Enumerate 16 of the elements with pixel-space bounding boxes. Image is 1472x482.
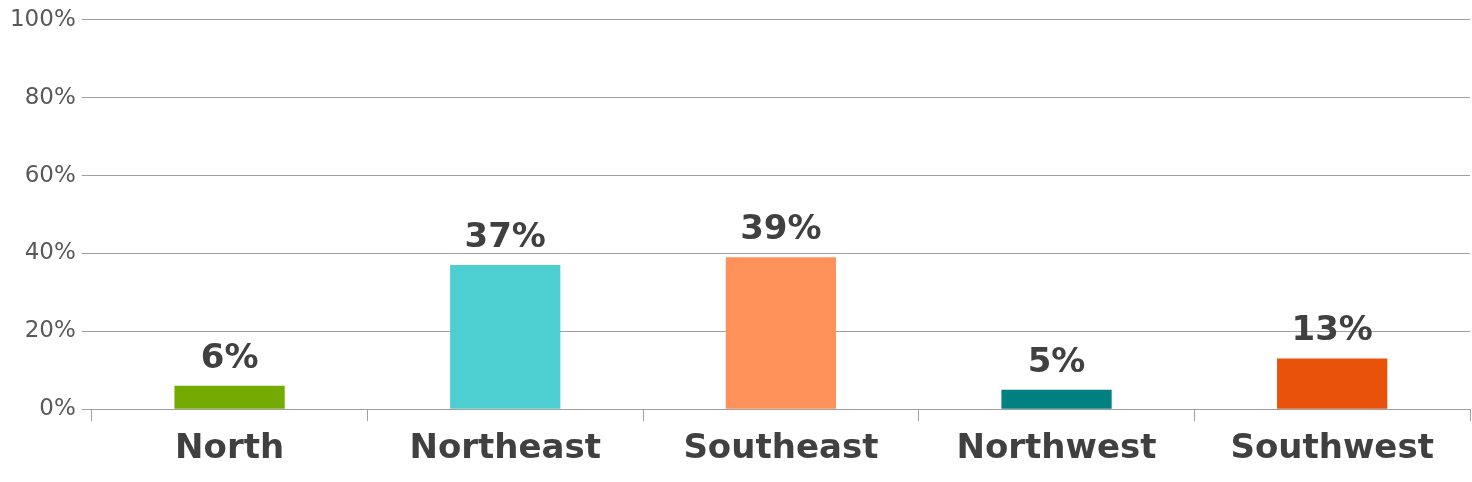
y-tick-label: 20% — [24, 316, 76, 343]
y-tick-label: 100% — [9, 4, 76, 31]
data-label: 39% — [740, 207, 822, 248]
x-tick-label: Southeast — [683, 426, 879, 467]
x-tick-label: Southwest — [1230, 426, 1434, 467]
y-tick-label: 80% — [24, 82, 76, 109]
y-tick-label: 60% — [24, 160, 76, 187]
x-tick-label: Northwest — [956, 426, 1157, 467]
x-tick-label: North — [175, 426, 285, 467]
data-label: 37% — [464, 214, 546, 255]
y-tick-label: 0% — [39, 394, 76, 421]
x-tick-label: Northeast — [409, 426, 601, 467]
data-label: 5% — [1027, 339, 1086, 380]
y-tick-label: 40% — [24, 238, 76, 265]
data-label: 13% — [1291, 308, 1373, 349]
data-label: 6% — [200, 335, 259, 376]
